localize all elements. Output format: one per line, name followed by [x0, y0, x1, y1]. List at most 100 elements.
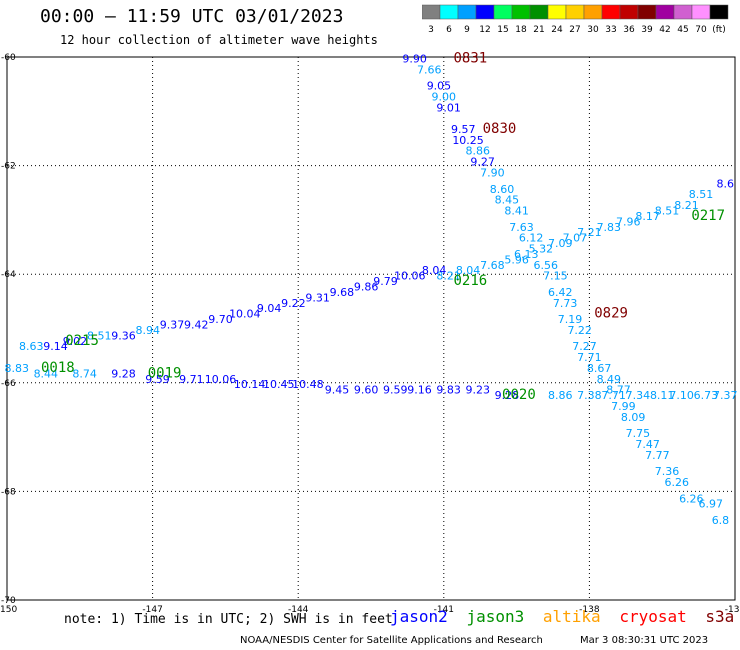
legend-label: 42	[659, 25, 670, 35]
y-tick-label: -68	[1, 487, 16, 497]
pass-time-label: 0215	[65, 333, 99, 349]
swh-value-label: 7.63	[509, 221, 534, 234]
swh-value-label: 10.14	[234, 378, 266, 391]
legend-label: 24	[551, 25, 563, 35]
swh-value-label: 7.27	[572, 340, 597, 353]
swh-value-label: 7.77	[645, 449, 670, 462]
page-subtitle: 12 hour collection of altimeter wave hei…	[60, 33, 378, 47]
legend-label: 45	[677, 25, 688, 35]
swh-value-label: 9.27	[470, 156, 495, 169]
grid-lines	[6, 56, 736, 601]
legend-label: 27	[569, 25, 580, 35]
legend-label: (ft)	[712, 25, 726, 35]
swh-value-label: 9.02	[63, 335, 88, 348]
x-tick-label: -147	[142, 605, 162, 615]
swh-value-label: 7.66	[417, 63, 442, 76]
pass-time-label: 0829	[594, 306, 628, 322]
swh-value-label: 6.26	[679, 492, 704, 505]
swh-value-label: 8.86	[548, 389, 573, 402]
swh-value-label: 7.09	[548, 237, 573, 250]
swh-value-label: 7.71	[577, 351, 602, 364]
footer-credit: NOAA/NESDIS Center for Satellite Applica…	[240, 635, 543, 646]
pass-time-label: 0216	[454, 273, 488, 289]
swh-value-label: 9.01	[436, 101, 461, 114]
swh-value-label: 8.86	[466, 145, 491, 158]
swh-value-label: 10.48	[292, 378, 324, 391]
swh-value-label: 7.37	[713, 389, 738, 402]
swh-value-label: 9.86	[354, 280, 379, 293]
swh-value-label: 7.90	[480, 166, 505, 179]
pass-time-labels: 0831 0830 0829 0217 0216 0215 0018 0019 0020	[41, 50, 725, 403]
swh-value-label: 9.71	[179, 373, 204, 386]
x-tick-label: -150	[0, 605, 17, 615]
swh-value-label: 9.42	[184, 319, 209, 332]
swh-value-label: 7.07	[563, 232, 588, 245]
swh-value-label: 10.45	[263, 378, 295, 391]
legend-label: 36	[623, 25, 635, 35]
swh-value-label: 6.42	[548, 286, 573, 299]
swh-value-label: 7.21	[577, 226, 602, 239]
legend-label: 18	[515, 25, 527, 35]
swh-value-label: 7.19	[558, 313, 583, 326]
swh-value-label: 9.28	[111, 367, 136, 380]
swh-value-label: 6.56	[533, 259, 558, 272]
swh-value-label: 7.10	[669, 389, 694, 402]
swh-value-label: 9.04	[257, 302, 282, 315]
footer-timestamp: Mar 3 08:30:31 UTC 2023	[580, 635, 709, 646]
swh-value-label: 7.47	[635, 438, 660, 451]
legend-label: 39	[641, 25, 653, 35]
swh-value-label: 9.28	[495, 389, 520, 402]
swh-value-label: 8.04	[456, 264, 481, 277]
satellite-altika: altika	[542, 607, 601, 626]
swh-value-label: 8.21	[674, 199, 699, 212]
swh-value-label: 7.68	[480, 259, 505, 272]
swh-value-label: 9.79	[373, 275, 398, 288]
legend-label: 9	[464, 25, 470, 35]
swh-value-label: 9.14	[43, 340, 68, 353]
pass-time-label: 0831	[454, 50, 488, 66]
swh-value-label: 7.75	[626, 427, 651, 440]
legend-label: 33	[605, 25, 616, 35]
swh-value-label: 9.22	[281, 297, 306, 310]
legend-label: 70	[695, 25, 707, 35]
swh-value-label: 8.21	[436, 270, 461, 283]
swh-value-label: 8.6	[717, 177, 735, 190]
legend-label: 6	[446, 25, 452, 35]
swh-value-label: 7.99	[611, 400, 636, 413]
swh-value-label: 7.38	[577, 389, 602, 402]
swh-value-label: 6.73	[694, 389, 719, 402]
swh-value-label: 6.8	[712, 514, 730, 527]
x-tick-label: -138	[579, 605, 600, 615]
swh-value-label: 6.97	[698, 498, 723, 511]
swh-value-label: 8.74	[72, 367, 97, 380]
swh-value-label: 8.63	[19, 340, 44, 353]
swh-value-label: 9.59	[383, 384, 408, 397]
swh-value-label: 7.22	[567, 324, 592, 337]
pass-time-label: 0830	[483, 121, 517, 137]
swh-value-label: 8.60	[490, 183, 515, 196]
swh-value-label: 9.60	[354, 384, 379, 397]
swh-value-label: 9.59	[145, 373, 170, 386]
swh-value-label: 9.16	[407, 384, 432, 397]
satellite-legend: jason2 jason3 altika cryosat s3a	[390, 607, 740, 626]
wave-height-labels: 9.907.669.059.009.019.5710.258.869.277.9…	[4, 52, 737, 527]
y-tick-label: -62	[1, 162, 16, 172]
swh-value-label: 8.51	[87, 329, 112, 342]
legend-label: 21	[533, 25, 544, 35]
legend-label: 15	[497, 25, 508, 35]
swh-value-label: 6.12	[519, 232, 544, 245]
axis-tick-labels: -150 -147 -144 -141 -138 -135 -60 -62 -64 -66 -68 -…	[0, 53, 740, 615]
swh-value-label: 7.83	[597, 221, 622, 234]
swh-value-label: 6.26	[665, 476, 690, 489]
swh-value-label: 7.34	[626, 389, 651, 402]
swh-value-label: 9.68	[330, 286, 355, 299]
swh-value-label: 9.05	[427, 80, 452, 93]
swh-value-label: 7.73	[553, 297, 578, 310]
swh-value-label: 8.09	[621, 411, 646, 424]
swh-value-label: 9.23	[466, 384, 491, 397]
swh-value-label: 10.06	[394, 270, 426, 283]
swh-value-label: 8.77	[606, 384, 631, 397]
y-tick-label: -70	[1, 596, 16, 606]
